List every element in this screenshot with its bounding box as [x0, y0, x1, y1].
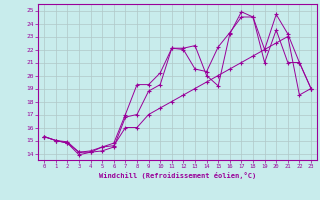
- X-axis label: Windchill (Refroidissement éolien,°C): Windchill (Refroidissement éolien,°C): [99, 172, 256, 179]
